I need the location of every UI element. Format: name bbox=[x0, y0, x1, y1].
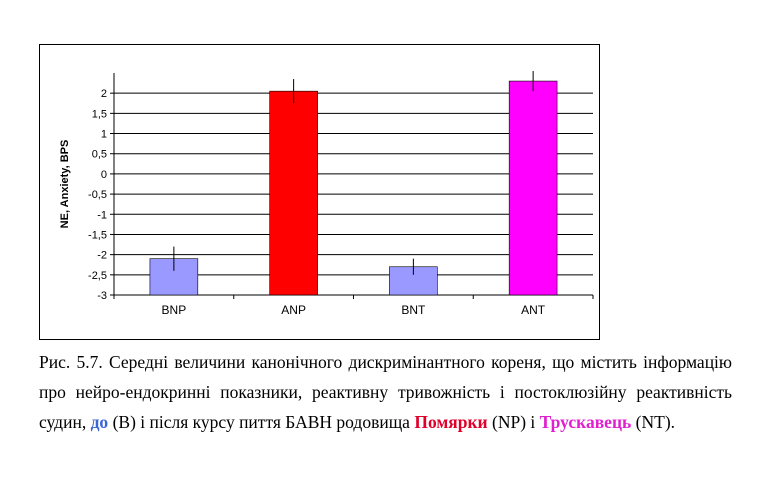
x-tick-label: BNT bbox=[401, 303, 426, 317]
y-tick-label: -2,5 bbox=[88, 270, 107, 282]
caption-text-4: (NT). bbox=[631, 412, 676, 432]
figure-caption: Рис. 5.7. Середні величини канонічного д… bbox=[39, 347, 732, 437]
y-tick-label: 0 bbox=[101, 169, 107, 181]
caption-text-2: (B) і після курсу пиття БАВН родовища bbox=[108, 412, 415, 432]
y-tick-label: -3 bbox=[97, 290, 107, 302]
caption-text-3: (NP) і bbox=[487, 412, 540, 432]
bar-anp bbox=[269, 90, 318, 296]
bar-ant bbox=[508, 80, 558, 296]
caption-text-1: Рис. 5.7. Середні величини канонічного д… bbox=[39, 352, 732, 432]
y-tick-label: 1,5 bbox=[92, 108, 107, 120]
y-tick-label: 2 bbox=[101, 88, 107, 100]
y-tick-label: -1,5 bbox=[88, 229, 107, 241]
y-tick-label: 0,5 bbox=[92, 149, 107, 161]
x-tick-label: ANT bbox=[521, 303, 546, 317]
chart-frame: -3 -2,5 -2 -1,5 -1 -0,5 0 0,5 1 1,5 2 BNP ANP BNT ANT N… bbox=[39, 44, 600, 340]
y-tick-label: 1 bbox=[101, 129, 107, 141]
x-tick-label: ANP bbox=[281, 303, 306, 317]
y-tick-label: -0,5 bbox=[88, 189, 107, 201]
y-tick-label: -2 bbox=[97, 250, 107, 262]
caption-truskavets: Трускавець bbox=[539, 412, 632, 432]
caption-pomyarky: Помярки bbox=[414, 412, 488, 432]
y-tick-label: -1 bbox=[97, 209, 107, 221]
y-axis-title: NE, Anxiety, BPS bbox=[59, 140, 71, 229]
caption-before-word: до bbox=[90, 412, 109, 432]
bar-chart: -3 -2,5 -2 -1,5 -1 -0,5 0 0,5 1 1,5 2 BNP ANP BNT ANT N… bbox=[59, 70, 594, 317]
x-tick-label: BNP bbox=[162, 303, 187, 317]
